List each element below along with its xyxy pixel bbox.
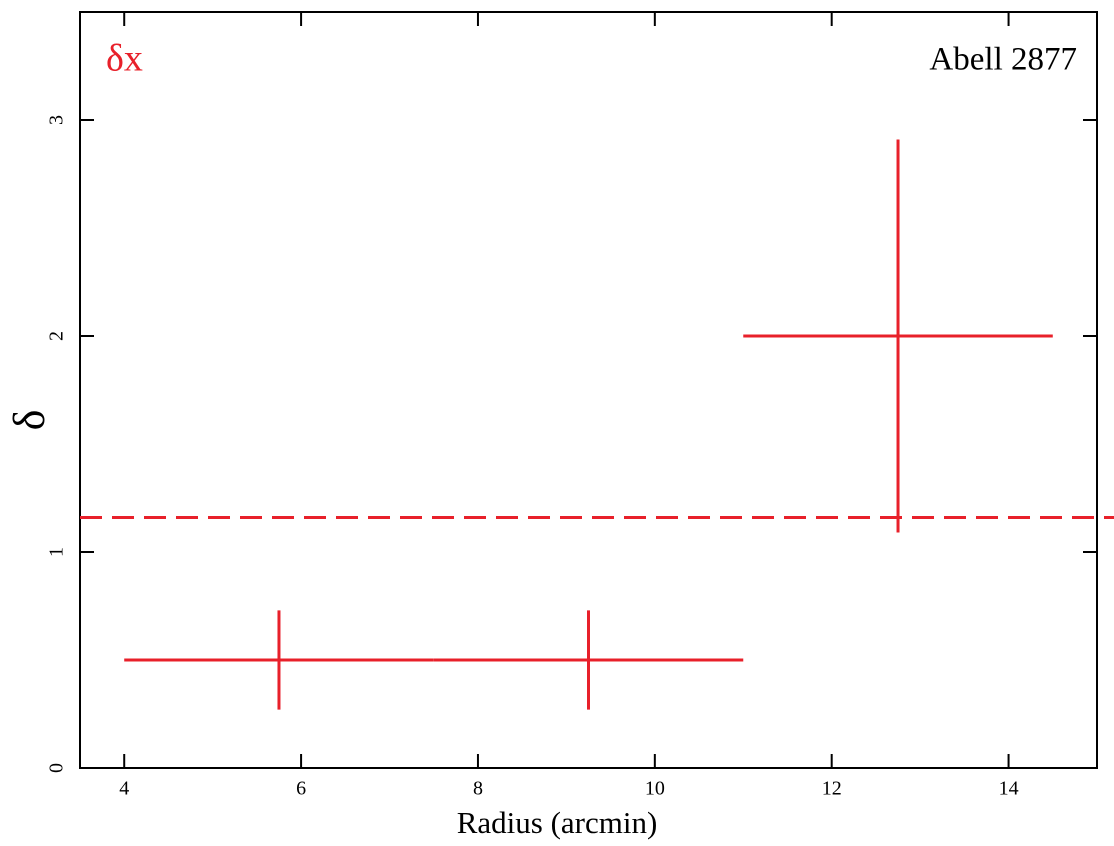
x-tick-label: 12 xyxy=(822,778,842,800)
x-tick-label: 4 xyxy=(119,778,129,800)
x-tick-label: 6 xyxy=(296,778,306,800)
x-tick-label: 14 xyxy=(999,778,1019,800)
plot-frame xyxy=(79,11,1098,769)
x-tick-label: 8 xyxy=(473,778,483,800)
y-tick-label: 1 xyxy=(46,547,68,557)
x-tick-label: 10 xyxy=(645,778,665,800)
y-axis-label: δ xyxy=(5,410,54,431)
annotation: δx xyxy=(106,38,143,80)
x-axis-label: Radius (arcmin) xyxy=(457,805,658,840)
annotation: Abell 2877 xyxy=(929,42,1077,78)
y-tick-label: 3 xyxy=(46,115,68,125)
y-tick-label: 2 xyxy=(46,331,68,341)
y-tick-label: 0 xyxy=(46,763,68,773)
